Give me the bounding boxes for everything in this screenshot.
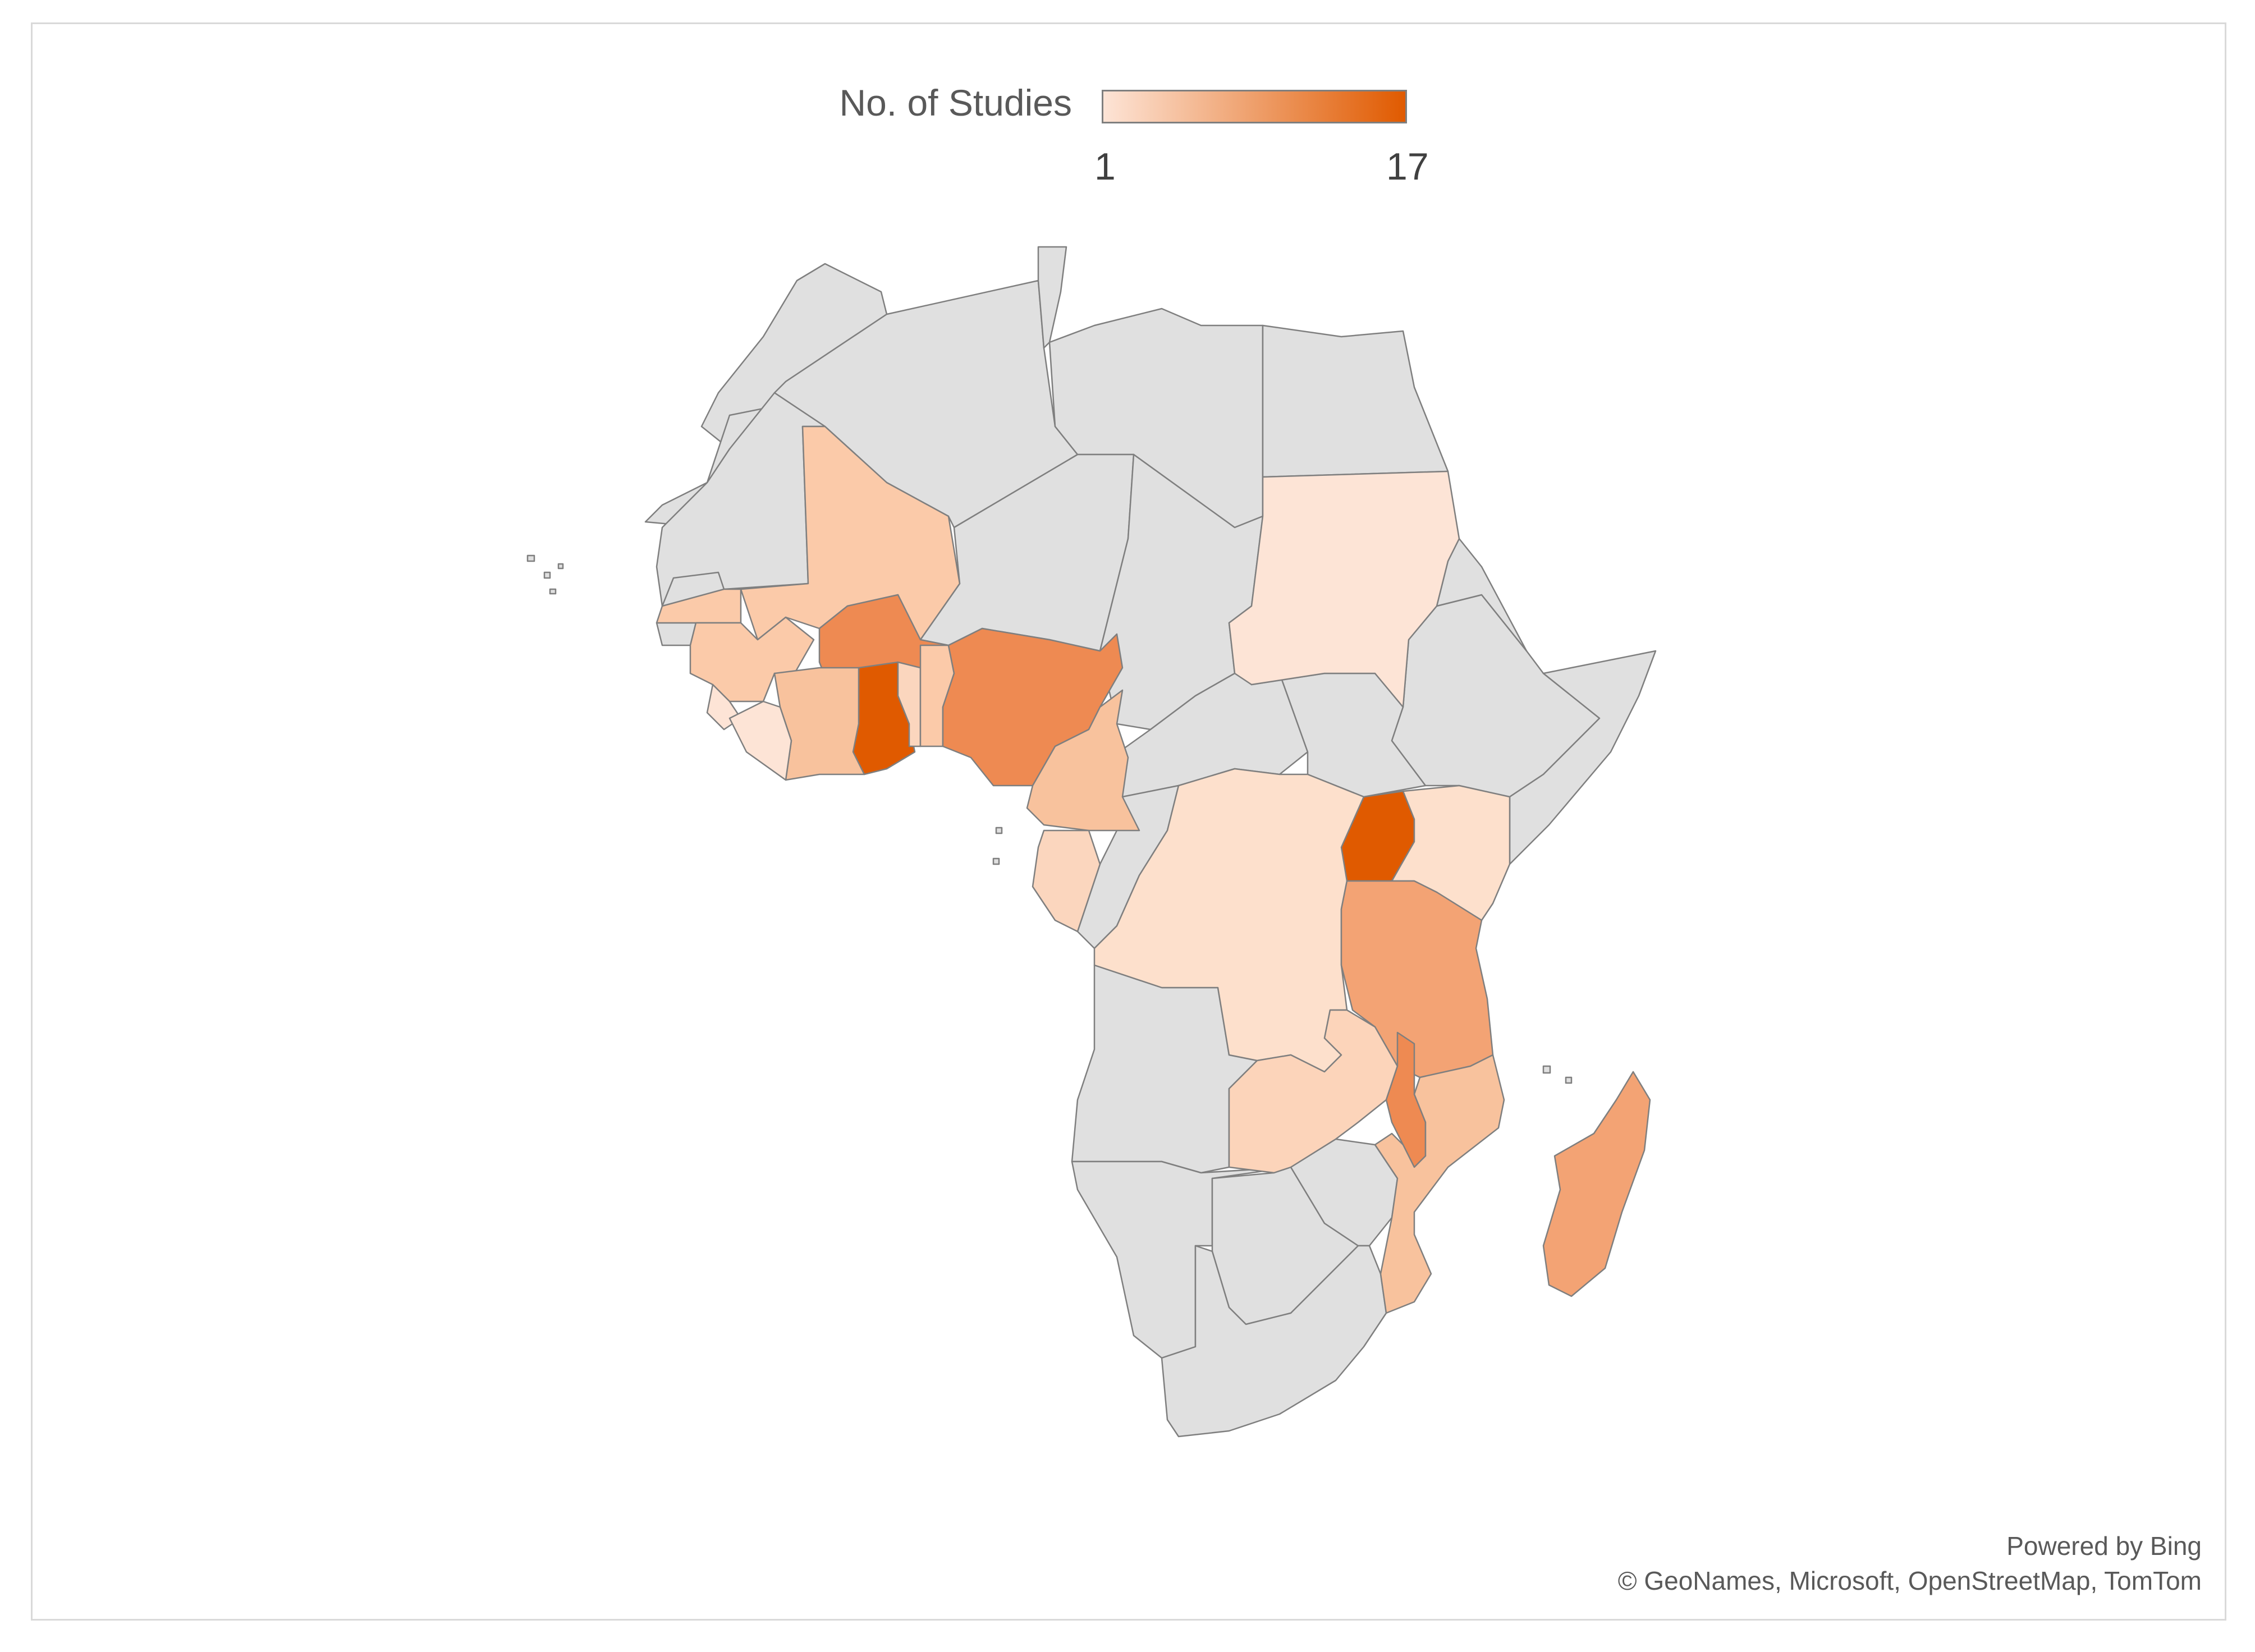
- country-gabon[interactable]: [1032, 829, 1101, 933]
- country-somalia[interactable]: [1509, 650, 1657, 865]
- country-liberia[interactable]: [728, 700, 792, 781]
- country-sudan[interactable]: [1228, 470, 1460, 708]
- country-tunisia[interactable]: [1037, 246, 1067, 349]
- country-guinea-bissau[interactable]: [656, 622, 697, 646]
- legend-max-label: 17: [1386, 145, 1429, 188]
- country-egypt[interactable]: [1262, 324, 1449, 478]
- legend-title: No. of Studies: [839, 82, 1072, 123]
- island-comoros: [1542, 1065, 1573, 1084]
- legend-color-scale: [1102, 90, 1407, 123]
- attribution-copyright: © GeoNames, Microsoft, OpenStreetMap, To…: [1617, 1566, 2202, 1595]
- legend-min-label: 1: [1094, 145, 1116, 188]
- map-frame: [31, 22, 2226, 1621]
- island-cape-verde: [526, 554, 564, 595]
- country-madagascar[interactable]: [1542, 1071, 1651, 1297]
- attribution-powered-by: Powered by Bing: [2006, 1531, 2202, 1561]
- country-cameroon[interactable]: [1026, 689, 1140, 832]
- island-sao-tome: [992, 827, 1003, 865]
- country-mozambique[interactable]: [1374, 1054, 1505, 1314]
